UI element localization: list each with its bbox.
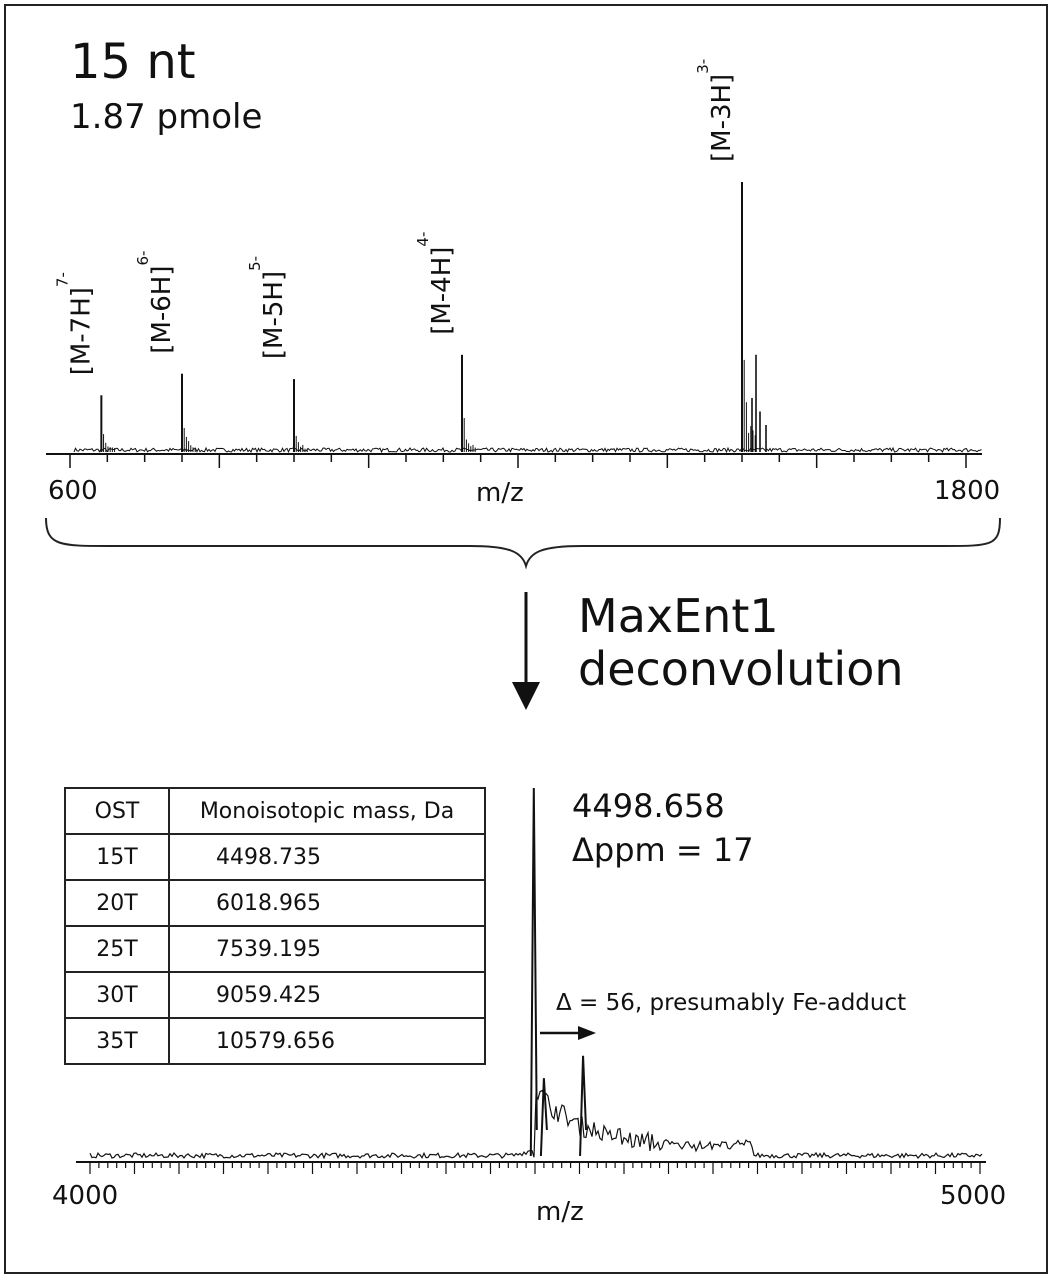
- table-cell-ost: 25T: [64, 925, 170, 973]
- top-peak-label: [M-3H]3-: [694, 59, 737, 162]
- table-cell-mass: 7539.195: [168, 925, 486, 973]
- table-header-mass: Monoisotopic mass, Da: [168, 787, 486, 835]
- bottom-x-axis-label: m/z: [536, 1197, 584, 1227]
- top-spectrum: [73, 182, 982, 454]
- table-cell-ost: 20T: [64, 879, 170, 927]
- top-noise-trace: [73, 446, 982, 454]
- bottom-peak: [539, 1078, 548, 1157]
- table-row: 15T 4498.735: [64, 833, 486, 881]
- top-peak-label: [M-6H]6-: [134, 251, 177, 354]
- table-header-ost: OST: [64, 787, 170, 835]
- top-xtick-600: 600: [48, 476, 98, 506]
- table-header-row: OST Monoisotopic mass, Da: [64, 787, 486, 835]
- table-cell-mass: 6018.965: [168, 879, 486, 927]
- adduct-note: Δ = 56, presumably Fe-adduct: [556, 990, 907, 1016]
- figure-frame: [4, 4, 1048, 1274]
- bottom-xtick-5000: 5000: [940, 1181, 1007, 1211]
- figure-title: 15 nt: [70, 34, 196, 90]
- table-row: 30T 9059.425: [64, 971, 486, 1019]
- table-cell-mass: 10579.656: [168, 1017, 486, 1065]
- ost-mass-table: OST Monoisotopic mass, Da 15T 4498.735 2…: [64, 787, 486, 1065]
- table-row: 25T 7539.195: [64, 925, 486, 973]
- deconvolution-label-line2: deconvolution: [578, 641, 904, 696]
- table-cell-mass: 9059.425: [168, 971, 486, 1019]
- top-axis: [46, 453, 982, 468]
- table-cell-ost: 35T: [64, 1017, 170, 1065]
- top-xtick-1800: 1800: [934, 476, 1001, 506]
- table-row: 20T 6018.965: [64, 879, 486, 927]
- bottom-axis: [76, 1161, 986, 1174]
- bottom-peak: [579, 1055, 588, 1157]
- top-peak-labels: [M-7H]7- [M-6H]6- [M-5H]5- [M-4H]4- [M-3H]3-: [53, 59, 737, 375]
- table-row: 35T 10579.656: [64, 1017, 486, 1065]
- down-arrow: [512, 592, 540, 710]
- table-cell-ost: 30T: [64, 971, 170, 1019]
- bottom-spectrum: [89, 787, 983, 1160]
- ppm-label: Δppm = 17: [572, 831, 754, 869]
- top-x-axis-label: m/z: [476, 478, 524, 508]
- top-peak-label: [M-7H]7-: [53, 272, 96, 375]
- adduct-arrow: [540, 1026, 596, 1040]
- table-cell-mass: 4498.735: [168, 833, 486, 881]
- top-peak-label: [M-4H]4-: [414, 232, 457, 335]
- peak-mass-label: 4498.658: [572, 787, 725, 825]
- deconvolution-label-line1: MaxEnt1: [578, 589, 779, 643]
- top-peak-label: [M-5H]5-: [246, 256, 289, 359]
- figure-subtitle: 1.87 pmole: [70, 97, 263, 137]
- curly-brace: [45, 517, 1001, 570]
- bottom-xtick-4000: 4000: [52, 1181, 119, 1211]
- deconvolution-label: MaxEnt1 deconvolution: [578, 590, 904, 696]
- table-cell-ost: 15T: [64, 833, 170, 881]
- bottom-peak: [529, 787, 538, 1157]
